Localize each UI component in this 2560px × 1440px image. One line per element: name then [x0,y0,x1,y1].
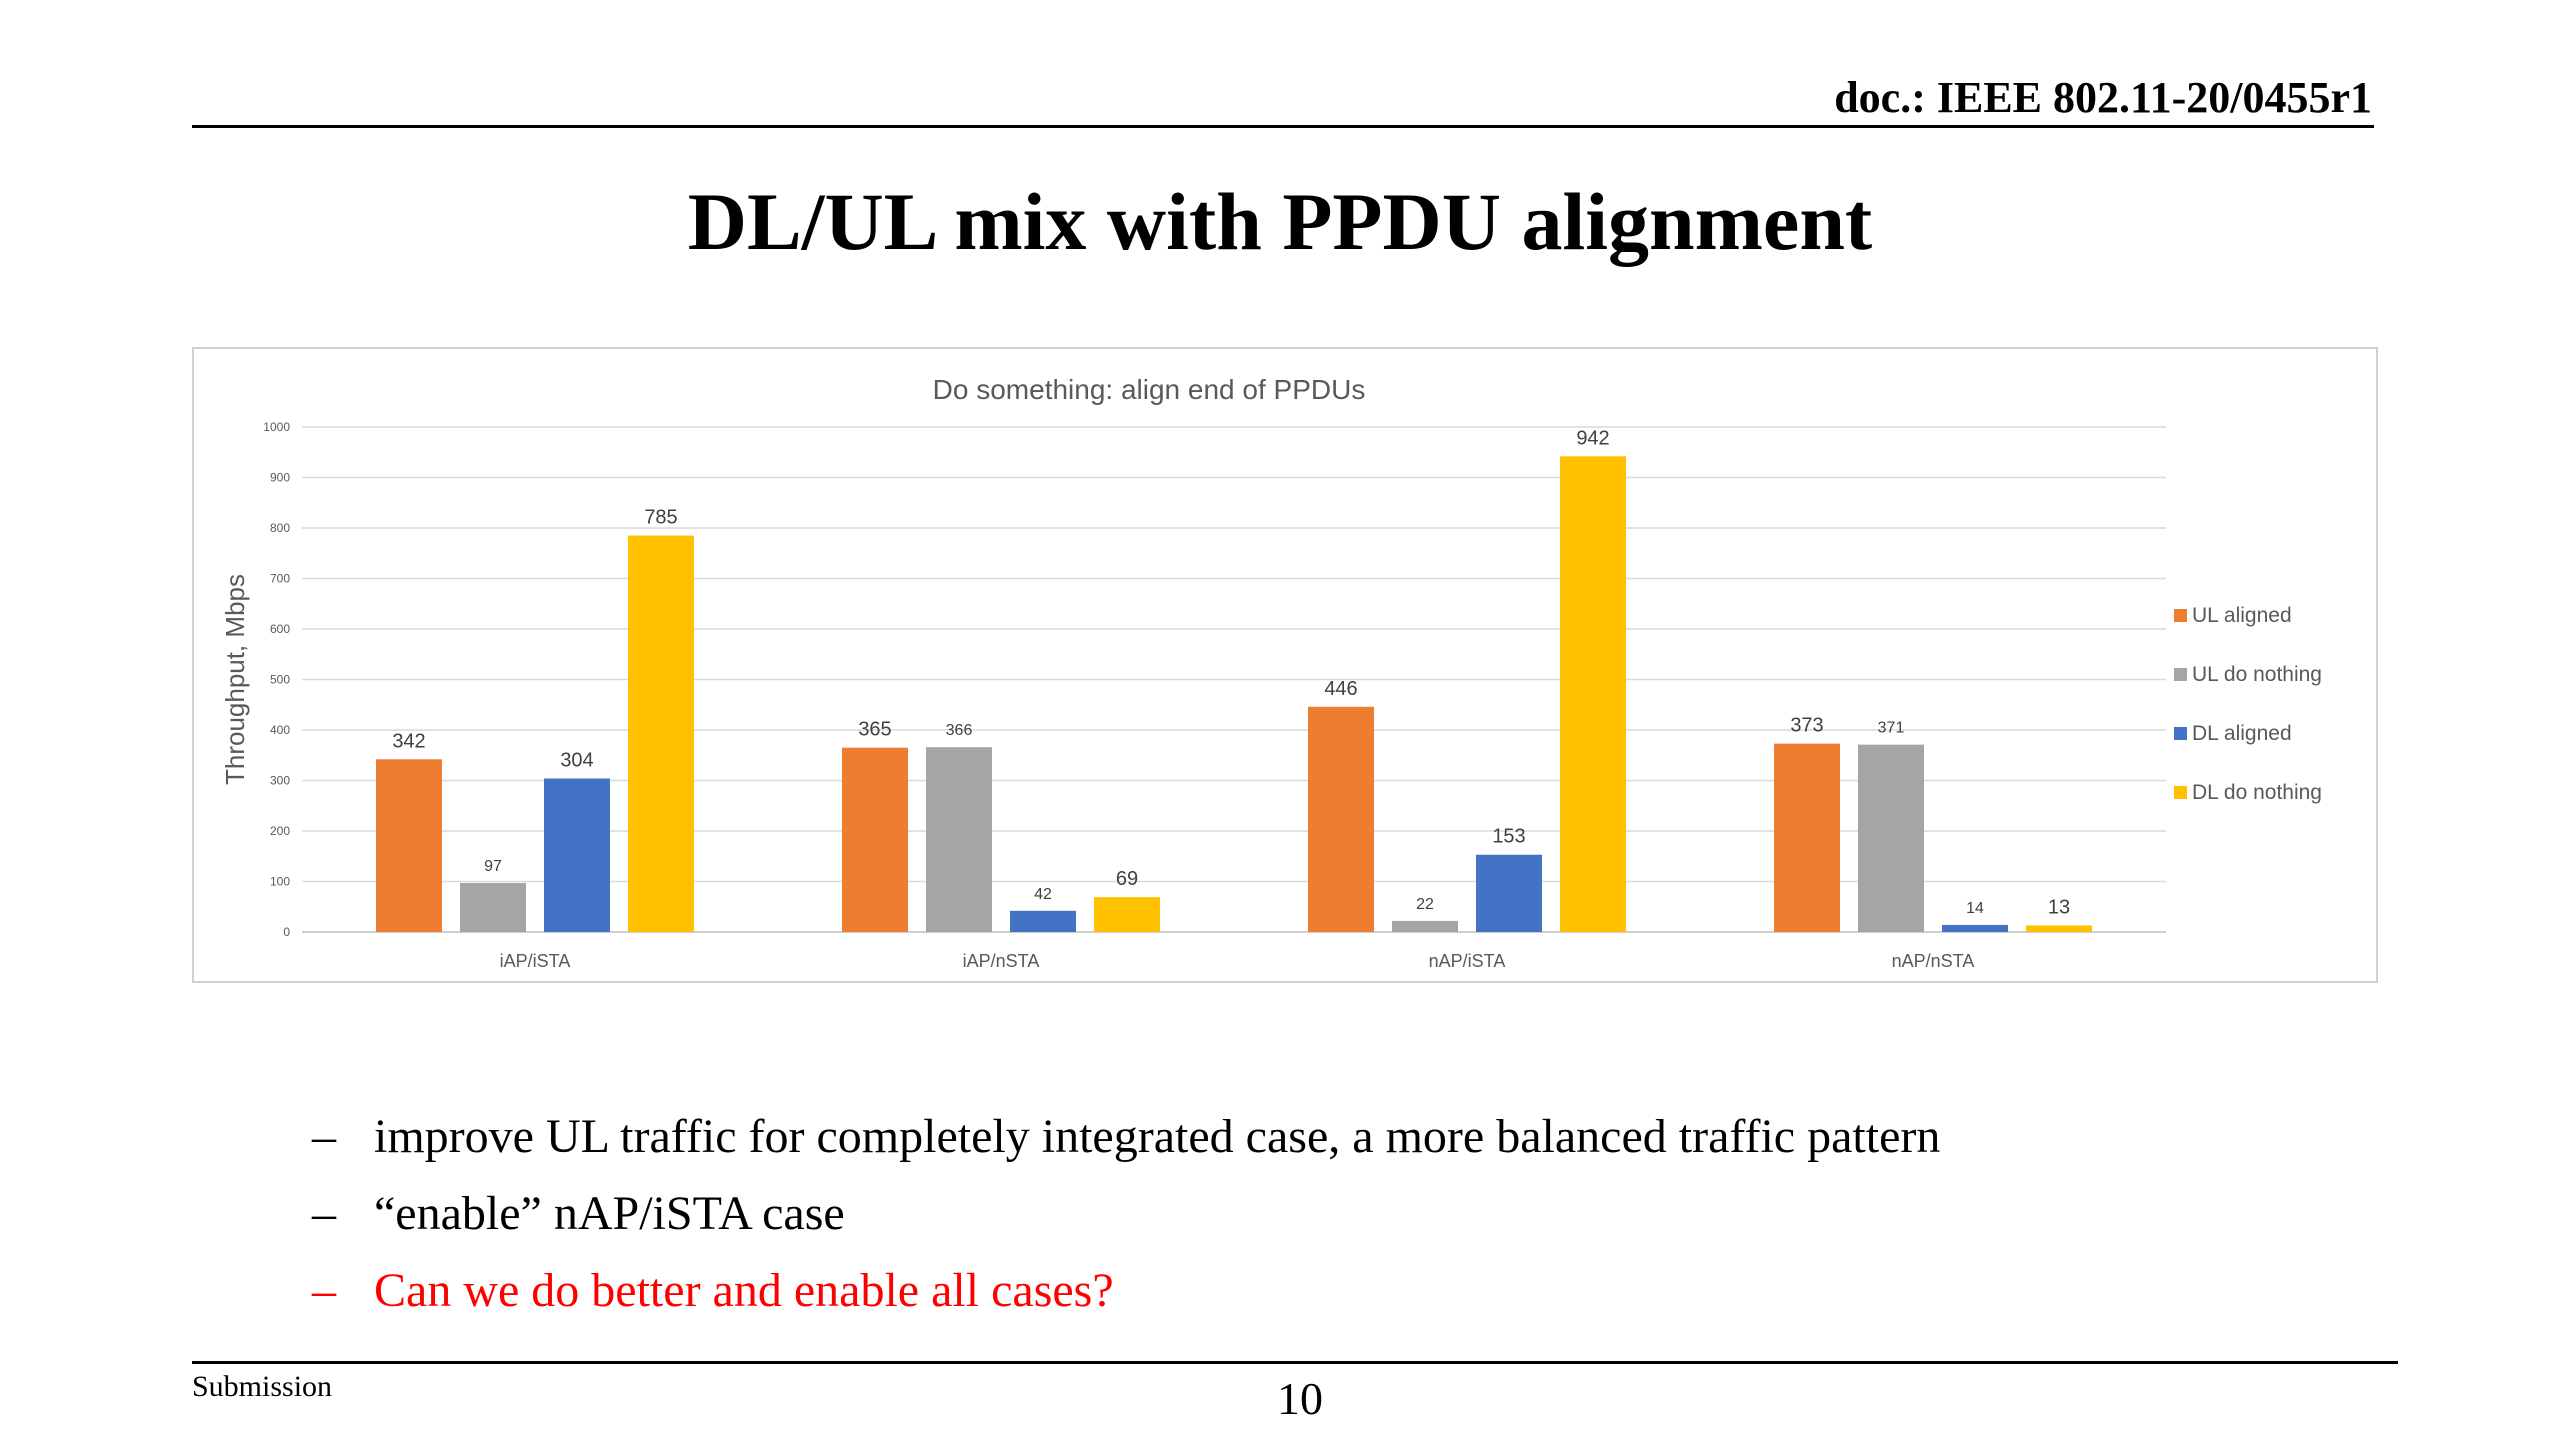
data-label: 14 [1966,900,1984,917]
y-axis-label: Throughput, Mbps [220,574,250,785]
legend-swatch [2174,668,2187,681]
bullet-text: Can we do better and enable all cases? [374,1264,1114,1317]
chart-frame: Do something: align end of PPDUs 0 100 200 3… [192,347,2378,983]
data-label: 97 [484,858,502,875]
bullet-marker: – [312,1187,336,1240]
bar [1010,910,1076,932]
y-tick-label: 900 [270,471,290,485]
slide-title: DL/UL mix with PPDU alignment [687,176,1873,267]
legend-label: DL do nothing [2192,781,2322,804]
legend-swatch [2174,609,2187,622]
bar [628,535,694,932]
data-label: 366 [946,722,973,739]
bullet-list: – improve UL traffic for completely integ… [312,1105,1940,1336]
data-label: 42 [1034,886,1052,903]
bar [1858,744,1924,932]
bar-chart: Do something: align end of PPDUs 0 100 200 3… [220,374,2322,971]
data-label: 304 [560,749,593,771]
bar [1308,706,1374,932]
bar [926,747,992,932]
bullet-item: – improve UL traffic for completely integ… [312,1105,1940,1182]
bullet-text: improve UL traffic for completely integr… [374,1110,1941,1163]
y-tick-label: 1000 [263,420,290,434]
page-number: 10 [1277,1373,1323,1424]
data-label: 373 [1790,715,1823,737]
bar [842,747,908,932]
footer-rule [192,1361,2398,1364]
data-label: 69 [1116,868,1138,890]
y-tick-label: 600 [270,622,290,636]
y-tick-label: 700 [270,572,290,586]
y-tick-label: 800 [270,521,290,535]
bullet-marker: – [312,1264,336,1317]
data-label: 446 [1324,678,1357,700]
data-label: 342 [392,730,425,752]
data-label: 785 [644,507,677,529]
bar [1774,743,1840,932]
header-rule [192,125,2374,128]
bar [1094,897,1160,932]
bullet-item: – Can we do better and enable all cases? [312,1259,1940,1336]
x-tick-label: iAP/iSTA [500,951,571,971]
bar [1560,456,1626,932]
y-tick-label: 500 [270,673,290,687]
y-tick-label: 400 [270,723,290,737]
legend-swatch [2174,727,2187,740]
y-tick-label: 200 [270,824,290,838]
data-label: 22 [1416,896,1434,913]
bullet-marker: – [312,1110,336,1163]
data-label: 942 [1576,427,1609,449]
legend-swatch [2174,786,2187,799]
x-tick-label: nAP/nSTA [1892,951,1975,971]
data-label: 13 [2048,896,2070,918]
bar [544,778,610,932]
bar [1476,854,1542,932]
y-tick-label: 100 [270,875,290,889]
bar [2026,925,2092,932]
document-reference: doc.: IEEE 802.11-20/0455r1 [1834,73,2372,122]
legend-label: DL aligned [2192,722,2292,745]
bar [460,883,526,932]
bar [376,759,442,932]
bar [1392,920,1458,932]
data-label: 365 [858,719,891,741]
chart-title: Do something: align end of PPDUs [933,374,1366,405]
x-tick-label: iAP/nSTA [963,951,1040,971]
bullet-item: – “enable” nAP/iSTA case [312,1182,1940,1259]
bar [1942,924,2008,932]
legend-label: UL aligned [2192,604,2292,627]
bullet-text: “enable” nAP/iSTA case [374,1187,845,1240]
y-tick-label: 300 [270,774,290,788]
data-label: 371 [1878,720,1905,737]
legend-label: UL do nothing [2192,663,2322,686]
footer-label: Submission [192,1370,333,1403]
data-label: 153 [1492,826,1525,848]
y-tick-label: 0 [283,925,290,939]
x-tick-label: nAP/iSTA [1429,951,1506,971]
